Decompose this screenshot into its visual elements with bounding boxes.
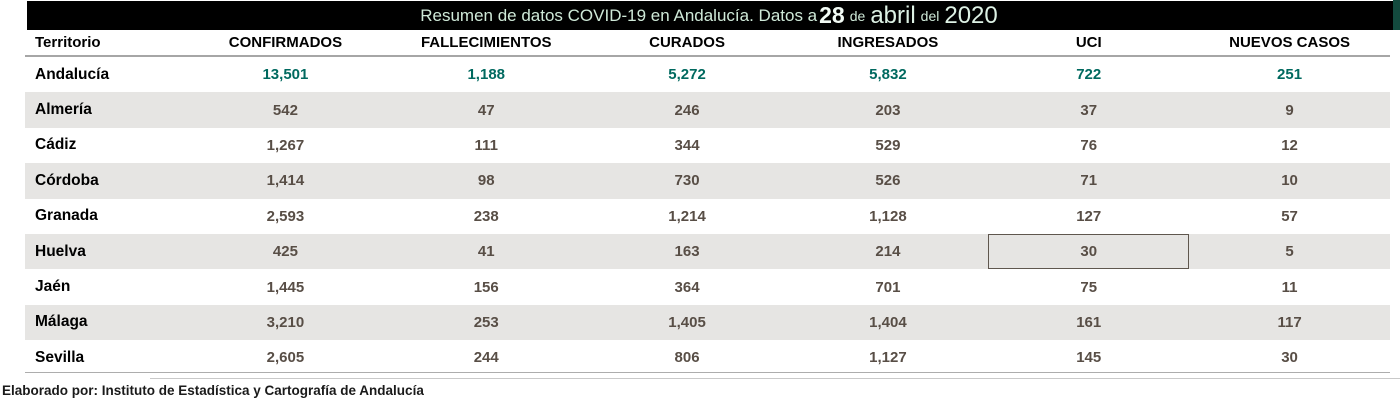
value-cell[interactable]: 529 [875,136,901,154]
value-cell[interactable]: 1,414 [266,172,305,190]
footer-divider [25,372,1390,373]
value-cell[interactable]: 253 [473,313,499,331]
value-cell[interactable]: 71 [1080,172,1098,190]
value-cell[interactable]: 1,445 [266,278,305,296]
value-cell[interactable]: 13,501 [262,66,309,84]
value-cell[interactable]: 145 [1076,349,1102,367]
territory-cell[interactable]: Jaén [35,278,71,296]
value-cell[interactable]: 526 [875,172,901,190]
value-cell[interactable]: 163 [674,243,700,261]
value-cell[interactable]: 3,210 [266,313,305,331]
territory-cell[interactable]: Málaga [35,313,88,331]
value-cell[interactable]: 701 [875,278,901,296]
value-cell[interactable]: 364 [674,278,700,296]
value-cell[interactable]: 10 [1281,172,1298,190]
value-cell[interactable]: 117 [1277,313,1302,331]
table-row: Almería 542 47 246 203 37 9 [25,92,1390,128]
value-cell[interactable]: 214 [875,243,901,261]
value-cell[interactable]: 41 [477,243,495,261]
column-header-uci[interactable]: UCI [1075,34,1102,51]
territory-cell[interactable]: Cádiz [35,136,77,154]
value-cell[interactable]: 251 [1277,66,1303,84]
table-row: Huelva 425 41 163 214 30 5 [25,233,1390,270]
territory-cell[interactable]: Córdoba [35,171,99,189]
value-cell[interactable]: 246 [674,101,700,119]
table-row: Andalucía 13,501 1,188 5,272 5,832 722 251 [25,57,1390,92]
column-header-fallecimientos[interactable]: FALLECIMIENTOS [420,34,552,51]
value-cell[interactable]: 9 [1285,101,1294,119]
value-cell[interactable]: 1,128 [869,207,907,225]
attribution-footer: Elaborado por: Instituto de Estadística … [2,383,424,398]
report-title-banner: Resumen de datos COVID-19 en Andalucía. … [27,1,1393,30]
table-row: Granada 2,593 238 1,214 1,128 127 57 [25,199,1390,234]
value-cell[interactable]: 5,832 [869,66,907,84]
table-row: Córdoba 1,414 98 730 526 71 10 [25,163,1390,199]
value-cell-selected[interactable]: 30 [988,233,1190,270]
table-row: Sevilla 2,605 244 806 1,127 145 30 [25,340,1390,375]
value-cell[interactable]: 156 [473,278,499,296]
value-cell[interactable]: 1,267 [266,136,305,154]
value-cell[interactable]: 203 [875,101,901,119]
value-cell[interactable]: 425 [272,243,298,261]
value-cell[interactable]: 111 [474,136,498,154]
value-cell[interactable]: 730 [674,172,700,190]
title-sep2: del [920,7,940,24]
footer-divider-secondary [150,378,1400,379]
column-header-territorio[interactable]: Territorio [35,34,101,51]
value-cell[interactable]: 57 [1281,207,1298,225]
value-cell[interactable]: 1,127 [869,349,907,367]
value-cell[interactable]: 12 [1281,136,1298,154]
title-day: 28 [819,2,845,28]
table-header-row: Territorio CONFIRMADOS FALLECIMIENTOS CU… [25,30,1390,57]
value-cell[interactable]: 238 [473,207,499,225]
value-cell[interactable]: 47 [477,101,495,119]
value-cell[interactable]: 161 [1076,313,1102,331]
table-body: Andalucía 13,501 1,188 5,272 5,832 722 251 Alme… [25,57,1390,376]
value-cell[interactable]: 75 [1080,278,1098,296]
territory-cell[interactable]: Granada [35,207,98,225]
value-cell[interactable]: 5 [1285,243,1294,261]
value-cell[interactable]: 5,272 [668,66,706,84]
edge-accent-strip [1393,0,1400,30]
title-month: abril [870,1,916,29]
value-cell[interactable]: 30 [1281,349,1298,367]
value-cell[interactable]: 806 [674,349,700,367]
column-header-nuevos-casos[interactable]: NUEVOS CASOS [1229,34,1350,51]
column-header-ingresados[interactable]: INGRESADOS [837,34,939,51]
table-row: Cádiz 1,267 111 344 529 76 12 [25,128,1390,163]
value-cell[interactable]: 1,188 [467,66,506,84]
value-cell[interactable]: 722 [1076,66,1102,84]
title-sep1: de [849,7,866,24]
value-cell[interactable]: 344 [674,136,700,154]
title-text: Resumen de datos COVID-19 en Andalucía. … [420,5,818,25]
value-cell[interactable]: 11 [1281,278,1298,296]
value-cell[interactable]: 37 [1080,101,1098,119]
value-cell[interactable]: 1,405 [668,313,706,331]
title-year: 2020 [944,1,998,29]
value-cell[interactable]: 98 [477,172,495,190]
table-row: Jaén 1,445 156 364 701 75 11 [25,269,1390,304]
value-cell[interactable]: 1,404 [869,313,907,331]
value-cell[interactable]: 76 [1080,136,1098,154]
territory-cell[interactable]: Almería [35,101,92,119]
territory-cell[interactable]: Andalucía [35,65,110,83]
value-cell[interactable]: 244 [473,349,499,367]
table-row: Málaga 3,210 253 1,405 1,404 161 117 [25,304,1390,341]
value-cell[interactable]: 1,214 [668,207,706,225]
value-cell[interactable]: 127 [1076,207,1102,225]
column-header-confirmados[interactable]: CONFIRMADOS [228,34,343,51]
value-cell[interactable]: 542 [272,101,298,119]
value-cell[interactable]: 2,605 [266,349,305,367]
covid-summary-table: Territorio CONFIRMADOS FALLECIMIENTOS CU… [25,30,1390,376]
territory-cell[interactable]: Sevilla [35,348,85,366]
column-header-curados[interactable]: CURADOS [649,34,725,51]
territory-cell[interactable]: Huelva [35,242,86,260]
value-cell[interactable]: 2,593 [266,207,305,225]
